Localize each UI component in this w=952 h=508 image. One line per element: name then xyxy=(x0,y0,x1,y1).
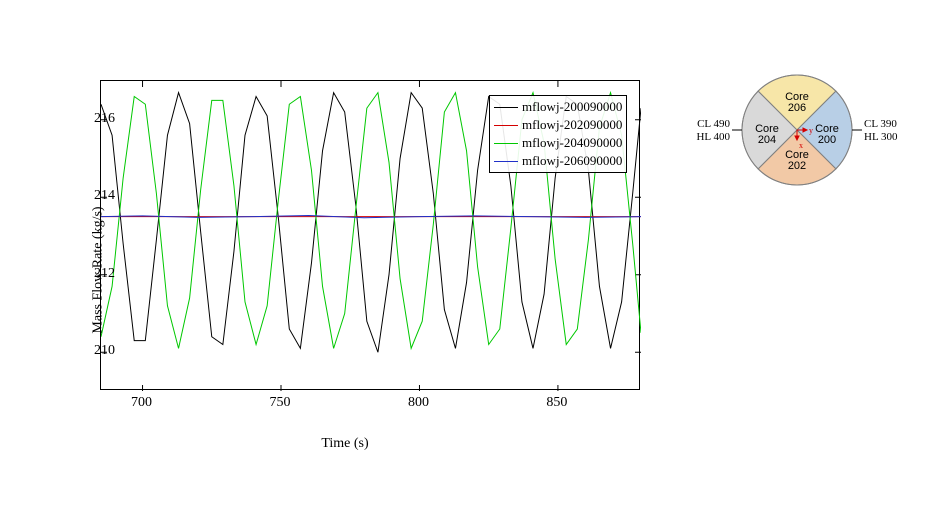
plot-area: mflowj-200090000 mflowj-202090000 mflowj-2… xyxy=(100,80,640,390)
x-tick-label: 750 xyxy=(270,395,291,411)
legend-swatch xyxy=(494,161,518,162)
y-tick-label: 210 xyxy=(94,343,115,359)
legend-label: mflowj-206090000 xyxy=(522,153,622,169)
pie-external-label-right: CL 390HL 300 xyxy=(864,118,898,144)
legend-swatch xyxy=(494,125,518,126)
legend-label: mflowj-200090000 xyxy=(522,99,622,115)
core-quadrant-diagram: xyCore206Core200Core202Core204 CL 490HL … xyxy=(692,50,902,250)
legend-item: mflowj-202090000 xyxy=(494,116,622,134)
legend-item: mflowj-204090000 xyxy=(494,134,622,152)
y-tick-label: 216 xyxy=(94,111,115,127)
legend-label: mflowj-204090000 xyxy=(522,135,622,151)
legend-item: mflowj-200090000 xyxy=(494,98,622,116)
x-tick-label: 800 xyxy=(408,395,429,411)
y-axis-label: Mass Flow Rate (kg/s) xyxy=(91,206,107,333)
pie-slice-label: Core204 xyxy=(755,123,779,146)
pie-slice-label: Core200 xyxy=(815,123,839,146)
pie-external-label-left: CL 490HL 400 xyxy=(696,118,730,144)
legend: mflowj-200090000 mflowj-202090000 mflowj-2… xyxy=(489,95,627,173)
legend-swatch xyxy=(494,107,518,108)
x-tick-label: 850 xyxy=(546,395,567,411)
svg-text:y: y xyxy=(809,126,813,135)
x-tick-label: 700 xyxy=(131,395,152,411)
pie-slice-label: Core206 xyxy=(785,91,809,114)
mass-flow-chart: mflowj-200090000 mflowj-202090000 mflowj-2… xyxy=(30,70,660,470)
pie-slice-label: Core202 xyxy=(785,149,809,172)
legend-swatch xyxy=(494,143,518,144)
legend-label: mflowj-202090000 xyxy=(522,117,622,133)
legend-item: mflowj-206090000 xyxy=(494,152,622,170)
y-tick-label: 214 xyxy=(94,188,115,204)
x-axis-label: Time (s) xyxy=(321,436,368,452)
